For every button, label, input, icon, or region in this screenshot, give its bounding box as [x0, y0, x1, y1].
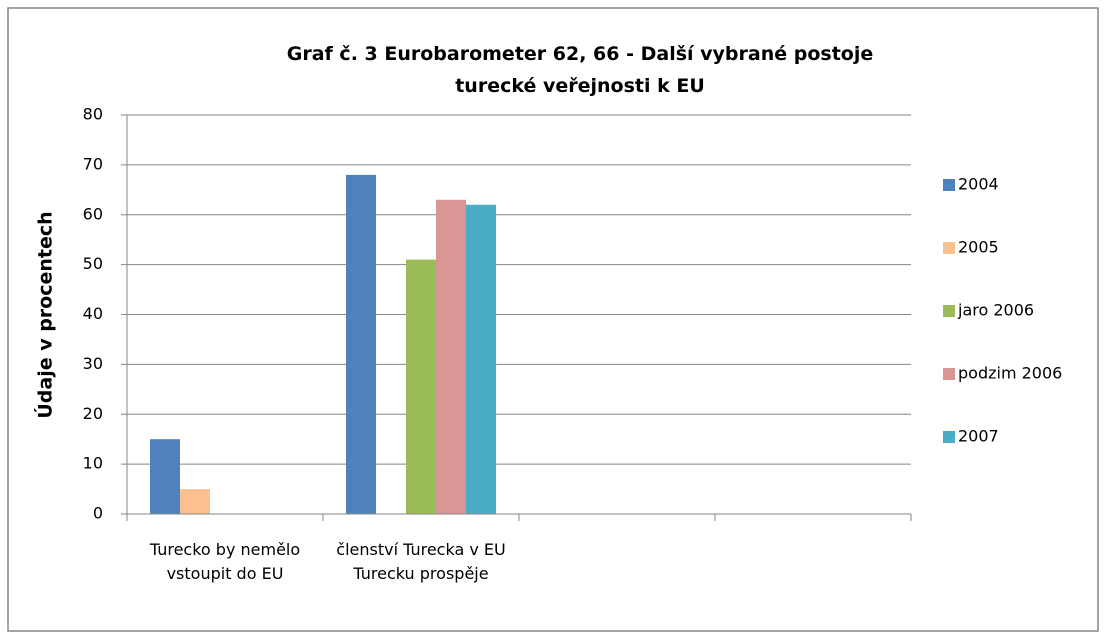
- y-tick-label: 50: [83, 254, 103, 273]
- y-tick-label: 10: [83, 454, 103, 473]
- legend-label: 2004: [958, 175, 999, 194]
- y-tick-label: 70: [83, 154, 103, 173]
- bar: [436, 199, 466, 514]
- y-tick-label: 40: [83, 304, 103, 323]
- bar: [406, 259, 436, 514]
- legend-label: 2007: [958, 427, 999, 446]
- legend-swatch: [943, 305, 955, 317]
- legend-label: jaro 2006: [957, 301, 1034, 320]
- bar: [150, 439, 180, 514]
- y-tick-label: 0: [93, 504, 103, 523]
- legend-swatch: [943, 242, 955, 254]
- y-tick-label: 80: [83, 105, 103, 124]
- chart-border: [7, 7, 1099, 632]
- chart-title: Graf č. 3 Eurobarometer 62, 66 - Další v…: [286, 43, 874, 97]
- legend-swatch: [943, 179, 955, 191]
- bar: [346, 174, 376, 514]
- legend-swatch: [943, 431, 955, 443]
- y-tick-label: 60: [83, 204, 103, 223]
- y-axis-label: Údaje v procentech: [33, 211, 57, 418]
- legend-swatch: [943, 368, 955, 380]
- legend-label: 2005: [958, 238, 999, 257]
- legend-label: podzim 2006: [958, 364, 1062, 383]
- x-tick-label: Turecko by nemělo vstoupit do EU: [149, 540, 301, 583]
- y-tick-label: 30: [83, 354, 103, 373]
- x-tick-label: členství Turecka v EU Turecku prospěje: [336, 540, 506, 583]
- bar: [180, 489, 210, 514]
- bar: [466, 204, 496, 514]
- y-tick-label: 20: [83, 404, 103, 423]
